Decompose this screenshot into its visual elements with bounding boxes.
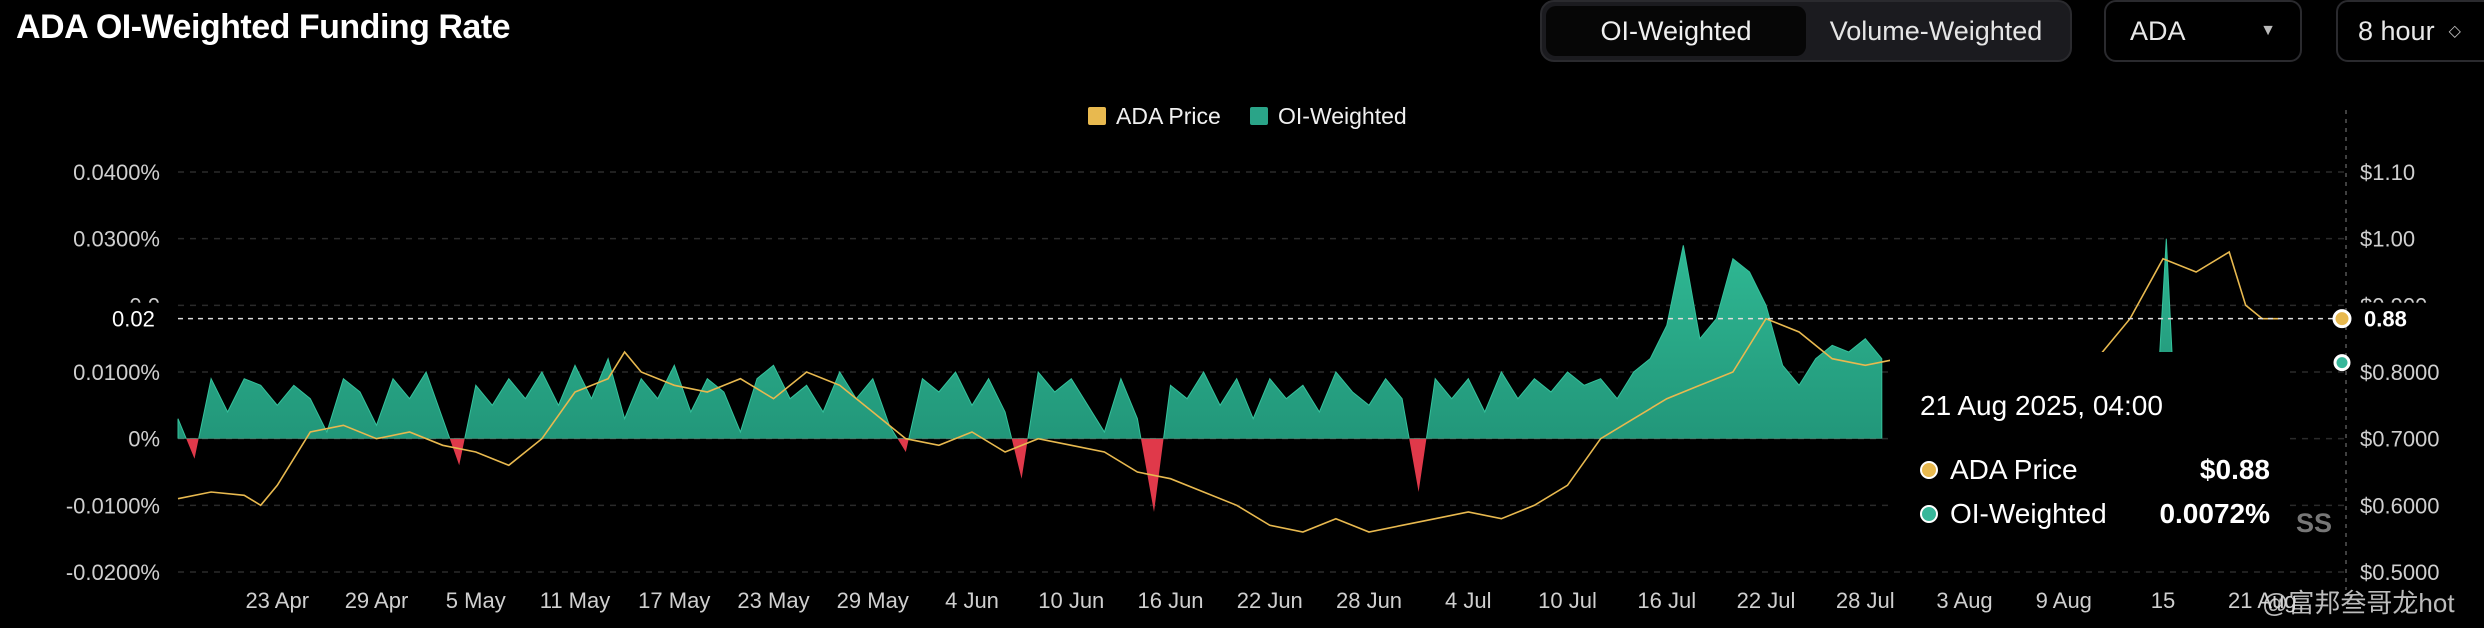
price-dot-icon [1920,461,1938,479]
y-right-tick-3: $0.8000 [2360,360,2440,385]
tooltip-oi-value: 0.0072% [2159,498,2270,529]
x-tick-10: 22 Jun [1237,588,1303,613]
x-tick-12: 4 Jul [1445,588,1491,613]
price-line-1 [2096,250,2279,360]
x-tick-8: 10 Jun [1038,588,1104,613]
y-right-tick-5: $1.00 [2360,227,2415,252]
x-tick-16: 28 Jul [1836,588,1895,613]
y-right-tick-6: $1.10 [2360,160,2415,185]
x-tick-1: 29 Apr [345,588,409,613]
legend-label-0: ADA Price [1116,103,1221,129]
funding-area-negative-0 [178,438,1882,512]
crosshair-left-bg [98,302,172,335]
funding-area-positive-0 [177,245,1883,439]
x-tick-14: 16 Jul [1637,588,1696,613]
x-tick-6: 29 May [837,588,909,613]
crosshair-left-label: 0.02 [112,307,155,332]
x-tick-17: 3 Aug [1936,588,1992,613]
x-tick-18: 9 Aug [2036,588,2092,613]
chart-axes: -0.0200%-0.0100%0%0.0100%0.00.0300%0.040… [66,110,2440,613]
tooltip: 21 Aug 2025, 04:00 ADA Price $0.88 OI-We… [1890,352,2290,547]
y-left-tick-5: 0.0300% [73,227,160,252]
hover-price-marker [2332,309,2352,329]
page-title: ADA OI-Weighted Funding Rate [16,8,511,46]
oi-dot-icon [1920,505,1938,523]
weighting-toggle[interactable]: OI-Weighted Volume-Weighted [1540,0,2072,62]
y-right-tick-1: $0.6000 [2360,493,2440,518]
x-tick-7: 4 Jun [945,588,999,613]
interval-select[interactable]: 8 hour ◇ [2336,0,2484,62]
y-right-tick-2: $0.7000 [2360,427,2440,452]
hover-oi-marker [2333,354,2351,372]
x-tick-13: 10 Jul [1538,588,1597,613]
y-left-tick-1: -0.0100% [66,493,160,518]
caret-down-icon: ▼ [2260,22,2276,39]
x-tick-2: 5 May [446,588,506,613]
x-tick-11: 28 Jun [1336,588,1402,613]
tooltip-row-price: ADA Price $0.88 [1920,454,2270,486]
y-left-tick-2: 0% [128,427,160,452]
oi-weighted-button[interactable]: OI-Weighted [1546,6,1806,56]
y-left-tick-0: -0.0200% [66,560,160,585]
y-right-tick-0: $0.5000 [2360,560,2440,585]
y-left-tick-6: 0.0400% [73,160,160,185]
tooltip-price-label: ADA Price [1950,454,2078,485]
x-tick-19: 15 [2151,588,2175,613]
legend-label-1: OI-Weighted [1278,103,1407,129]
crosshair-right-label: 0.88 [2364,307,2407,332]
x-tick-15: 22 Jul [1737,588,1796,613]
x-tick-3: 11 May [540,588,611,613]
legend-swatch-1 [1250,107,1268,125]
chevron-icon: ◇ [2448,23,2461,40]
legend-swatch-0 [1088,107,1106,125]
x-tick-20: 21 Aug [2228,588,2297,613]
tooltip-row-oi: OI-Weighted 0.0072% [1920,498,2270,530]
crosshair-right-bg [2355,302,2435,335]
tooltip-oi-label: OI-Weighted [1950,498,2107,529]
crosshair: 0.02 0.88 [98,302,2435,372]
x-tick-0: 23 Apr [245,588,309,613]
tooltip-price-value: $0.88 [2199,454,2270,485]
x-tick-5: 23 May [737,588,809,613]
x-tick-9: 16 Jun [1137,588,1203,613]
watermark: @富邦叁哥龙hot [2262,588,2455,618]
interval-select-value: 8 hour [2358,15,2435,46]
volume-weighted-button[interactable]: Volume-Weighted [1829,15,2043,46]
overlay-fragment: SS [2296,508,2333,538]
tooltip-title: 21 Aug 2025, 04:00 [1920,390,2163,421]
symbol-select-value: ADA [2130,15,2186,46]
y-left-tick-3: 0.0100% [73,360,160,385]
price-line-0 [177,317,1899,533]
symbol-select[interactable]: ADA ▼ [2104,0,2302,62]
x-tick-4: 17 May [638,588,710,613]
chart-legend: ADA Price OI-Weighted [1088,103,1407,129]
